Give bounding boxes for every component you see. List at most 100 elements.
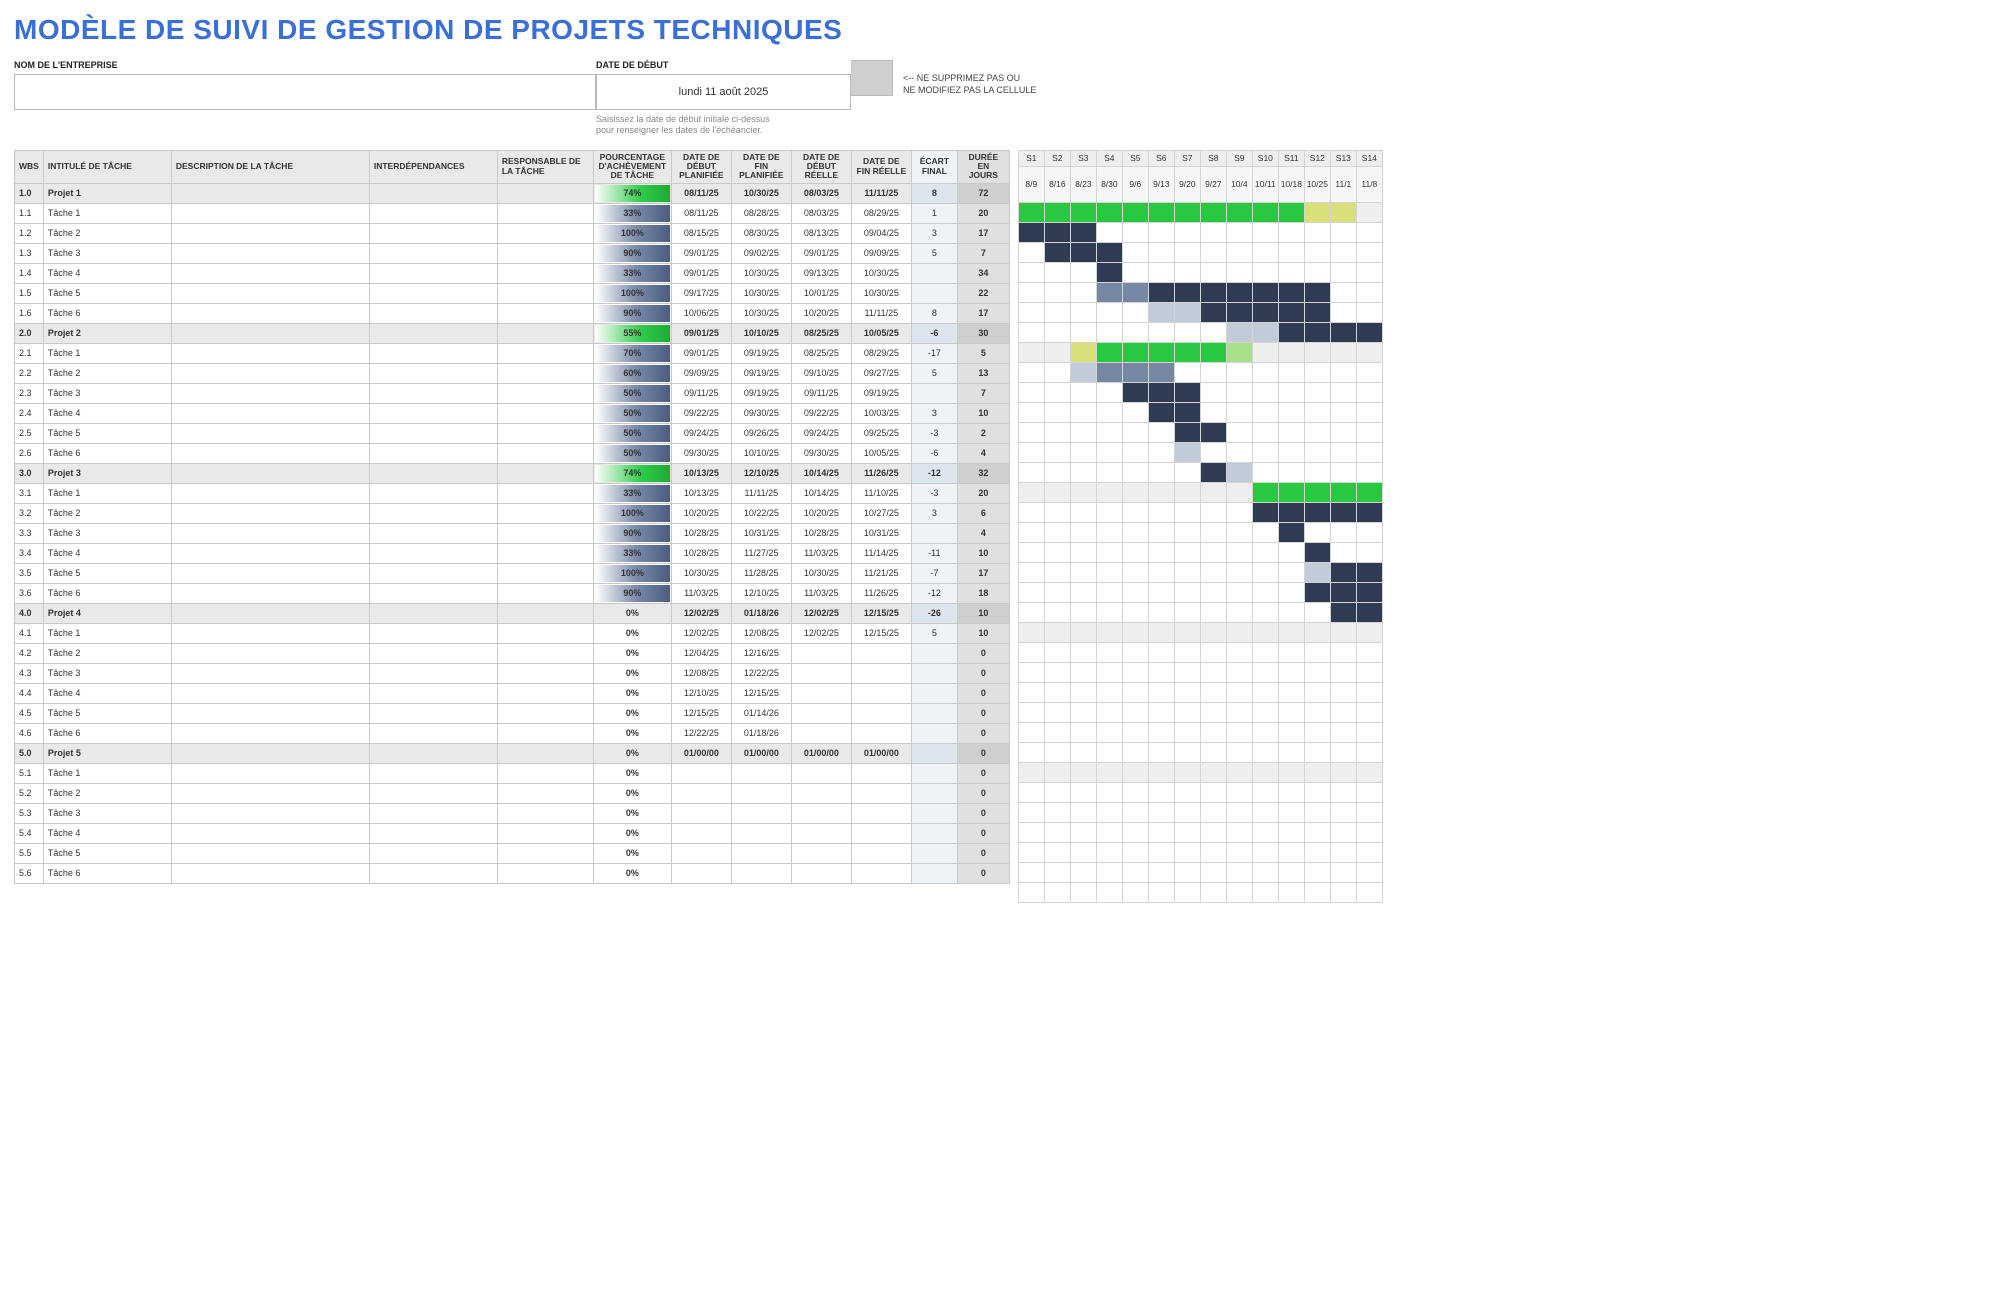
gantt-date-header: 8/16	[1044, 166, 1070, 202]
gantt-date-header: 11/8	[1356, 166, 1382, 202]
table-row[interactable]: 3.3Tâche 390%10/28/2510/31/2510/28/2510/…	[15, 523, 1010, 543]
table-row[interactable]: 1.2Tâche 2100%08/15/2508/30/2508/13/2509…	[15, 223, 1010, 243]
gantt-row	[1018, 262, 1382, 282]
gantt-row	[1018, 462, 1382, 482]
gantt-date-header: 8/9	[1018, 166, 1044, 202]
table-row[interactable]: 1.6Tâche 690%10/06/2510/30/2510/20/2511/…	[15, 303, 1010, 323]
gantt-row	[1018, 782, 1382, 802]
gantt-row	[1018, 422, 1382, 442]
table-row[interactable]: 1.5Tâche 5100%09/17/2510/30/2510/01/2510…	[15, 283, 1010, 303]
table-row[interactable]: 4.6Tâche 60%12/22/2501/18/260	[15, 723, 1010, 743]
gantt-row	[1018, 742, 1382, 762]
table-row[interactable]: 5.1Tâche 10%0	[15, 763, 1010, 783]
table-row[interactable]: 1.4Tâche 433%09/01/2510/30/2509/13/2510/…	[15, 263, 1010, 283]
table-row[interactable]: 3.6Tâche 690%11/03/2512/10/2511/03/2511/…	[15, 583, 1010, 603]
col-astart: DATE DE DÉBUT RÉELLE	[791, 150, 851, 183]
gantt-row	[1018, 222, 1382, 242]
table-row[interactable]: 2.4Tâche 450%09/22/2509/30/2509/22/2510/…	[15, 403, 1010, 423]
table-row[interactable]: 5.3Tâche 30%0	[15, 803, 1010, 823]
table-row[interactable]: 4.3Tâche 30%12/08/2512/22/250	[15, 663, 1010, 683]
page-title: MODÈLE DE SUIVI DE GESTION DE PROJETS TE…	[14, 14, 1980, 46]
table-row[interactable]: 2.2Tâche 260%09/09/2509/19/2509/10/2509/…	[15, 363, 1010, 383]
table-row[interactable]: 5.0Projet 50%01/00/0001/00/0001/00/0001/…	[15, 743, 1010, 763]
table-row[interactable]: 3.0Projet 374%10/13/2512/10/2510/14/2511…	[15, 463, 1010, 483]
table-row[interactable]: 5.5Tâche 50%0	[15, 843, 1010, 863]
gantt-chart: S1S2S3S4S5S6S7S8S9S10S11S12S13S14 8/98/1…	[1018, 150, 1383, 903]
col-task: INTITULÉ DE TÂCHE	[43, 150, 171, 183]
gantt-row	[1018, 382, 1382, 402]
table-row[interactable]: 4.5Tâche 50%12/15/2501/14/260	[15, 703, 1010, 723]
gantt-row	[1018, 662, 1382, 682]
gantt-row	[1018, 822, 1382, 842]
table-row[interactable]: 2.5Tâche 550%09/24/2509/26/2509/24/2509/…	[15, 423, 1010, 443]
gantt-row	[1018, 622, 1382, 642]
col-pend: DATE DE FIN PLANIFIÉE	[731, 150, 791, 183]
table-row[interactable]: 4.4Tâche 40%12/10/2512/15/250	[15, 683, 1010, 703]
gantt-row	[1018, 682, 1382, 702]
table-row[interactable]: 5.4Tâche 40%0	[15, 823, 1010, 843]
table-row[interactable]: 2.3Tâche 350%09/11/2509/19/2509/11/2509/…	[15, 383, 1010, 403]
table-row[interactable]: 3.1Tâche 133%10/13/2511/11/2510/14/2511/…	[15, 483, 1010, 503]
table-row[interactable]: 1.3Tâche 390%09/01/2509/02/2509/01/2509/…	[15, 243, 1010, 263]
locked-cell-note: <-- NE SUPPRIMEZ PAS OU NE MODIFIEZ PAS …	[903, 73, 1036, 96]
gantt-week-header: S12	[1304, 150, 1330, 166]
gantt-row	[1018, 542, 1382, 562]
table-row[interactable]: 3.2Tâche 2100%10/20/2510/22/2510/20/2510…	[15, 503, 1010, 523]
gantt-row	[1018, 702, 1382, 722]
gantt-row	[1018, 442, 1382, 462]
gantt-row	[1018, 642, 1382, 662]
gantt-week-header: S4	[1096, 150, 1122, 166]
gantt-row	[1018, 202, 1382, 222]
col-dur: DURÉE EN JOURS	[957, 150, 1009, 183]
gantt-date-header: 10/18	[1278, 166, 1304, 202]
col-dep: INTERDÉPENDANCES	[369, 150, 497, 183]
col-pct: POURCENTAGE D'ACHÈVEMENT DE TÂCHE	[593, 150, 671, 183]
table-row[interactable]: 5.6Tâche 60%0	[15, 863, 1010, 883]
gantt-date-header: 9/27	[1200, 166, 1226, 202]
start-date-input[interactable]: lundi 11 août 2025	[596, 74, 851, 110]
table-row[interactable]: 1.1Tâche 133%08/11/2508/28/2508/03/2508/…	[15, 203, 1010, 223]
date-hint: Saisissez la date de début initiale ci-d…	[596, 114, 851, 136]
company-input[interactable]	[14, 74, 596, 110]
table-row[interactable]: 2.1Tâche 170%09/01/2509/19/2508/25/2508/…	[15, 343, 1010, 363]
table-row[interactable]: 4.0Projet 40%12/02/2501/18/2612/02/2512/…	[15, 603, 1010, 623]
gantt-date-header: 9/13	[1148, 166, 1174, 202]
gantt-date-header: 8/30	[1096, 166, 1122, 202]
gantt-row	[1018, 282, 1382, 302]
gantt-row	[1018, 882, 1382, 902]
table-row[interactable]: 5.2Tâche 20%0	[15, 783, 1010, 803]
locked-cell	[851, 60, 893, 96]
table-row[interactable]: 3.5Tâche 5100%10/30/2511/28/2510/30/2511…	[15, 563, 1010, 583]
gantt-date-header: 11/1	[1330, 166, 1356, 202]
gantt-week-header: S1	[1018, 150, 1044, 166]
table-row[interactable]: 2.6Tâche 650%09/30/2510/10/2509/30/2510/…	[15, 443, 1010, 463]
col-ecart: ÉCART FINAL	[911, 150, 957, 183]
table-row[interactable]: 4.1Tâche 10%12/02/2512/08/2512/02/2512/1…	[15, 623, 1010, 643]
gantt-row	[1018, 302, 1382, 322]
gantt-row	[1018, 762, 1382, 782]
table-row[interactable]: 1.0Projet 174%08/11/2510/30/2508/03/2511…	[15, 183, 1010, 203]
table-row[interactable]: 3.4Tâche 433%10/28/2511/27/2511/03/2511/…	[15, 543, 1010, 563]
col-aend: DATE DE FIN RÉELLE	[851, 150, 911, 183]
gantt-row	[1018, 582, 1382, 602]
gantt-week-header: S7	[1174, 150, 1200, 166]
col-resp: RESPONSABLE DE LA TÂCHE	[497, 150, 593, 183]
gantt-row	[1018, 562, 1382, 582]
col-wbs: WBS	[15, 150, 44, 183]
start-date-label: DATE DE DÉBUT	[596, 60, 851, 70]
table-row[interactable]: 4.2Tâche 20%12/04/2512/16/250	[15, 643, 1010, 663]
gantt-row	[1018, 362, 1382, 382]
gantt-row	[1018, 402, 1382, 422]
gantt-date-header: 10/4	[1226, 166, 1252, 202]
gantt-row	[1018, 862, 1382, 882]
gantt-row	[1018, 802, 1382, 822]
gantt-date-header: 9/6	[1122, 166, 1148, 202]
task-table: WBS INTITULÉ DE TÂCHE DESCRIPTION DE LA …	[14, 150, 1010, 884]
header-inputs: NOM DE L'ENTREPRISE DATE DE DÉBUT lundi …	[14, 60, 1980, 110]
gantt-row	[1018, 342, 1382, 362]
gantt-date-header: 8/23	[1070, 166, 1096, 202]
gantt-row	[1018, 722, 1382, 742]
table-row[interactable]: 2.0Projet 255%09/01/2510/10/2508/25/2510…	[15, 323, 1010, 343]
col-desc: DESCRIPTION DE LA TÂCHE	[171, 150, 369, 183]
gantt-week-header: S13	[1330, 150, 1356, 166]
